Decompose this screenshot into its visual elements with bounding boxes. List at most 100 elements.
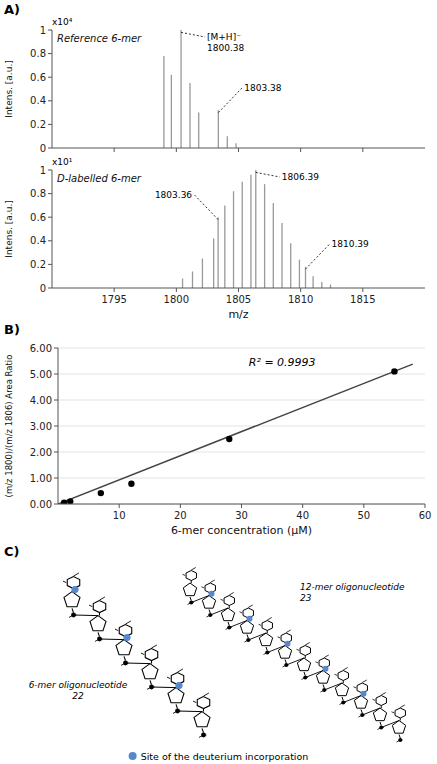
nucleotide (392, 705, 406, 742)
x-tick (302, 504, 303, 508)
bond (190, 597, 191, 601)
bond (167, 677, 170, 679)
y-tick-label: 0.8 (30, 48, 46, 59)
x-tick (362, 288, 363, 292)
grid-line (58, 426, 425, 427)
bond (264, 653, 268, 655)
data-point (61, 500, 67, 505)
y-tick-label: 0.6 (30, 72, 46, 83)
base-ring (145, 649, 157, 661)
x-tick (238, 148, 239, 152)
x-tick-label: 30 (235, 510, 248, 521)
y-tick (54, 426, 58, 427)
y-axis-label: (m/z 1800)/(m/z 1806) Area Ratio (4, 355, 14, 498)
bond (380, 722, 381, 726)
peak (235, 143, 236, 148)
bond (178, 711, 203, 713)
grid-line (58, 400, 425, 401)
peak (171, 75, 172, 148)
peak (233, 191, 234, 288)
bond (259, 624, 262, 625)
spectrum-title: Reference 6-mer (57, 33, 142, 44)
x-tick-label: 60 (419, 510, 432, 521)
bond (381, 721, 399, 728)
panel-label: A) (4, 2, 20, 17)
panel: 0.001.002.003.004.005.006.00102030405060… (4, 322, 431, 537)
peak (192, 271, 193, 288)
x-tick (241, 504, 242, 508)
x-tick-label: 10 (113, 510, 126, 521)
sugar-ring (168, 688, 184, 703)
bond (266, 647, 267, 651)
base-ring (93, 601, 105, 613)
y-tick (54, 504, 58, 505)
y-tick (48, 264, 52, 265)
bond (324, 683, 342, 690)
bond (202, 587, 205, 588)
bond (361, 710, 362, 714)
peak (224, 205, 225, 288)
sugar-ring (142, 664, 158, 679)
x-axis-label: m/z (228, 308, 248, 321)
base-ring (197, 697, 209, 709)
nucleotide (316, 655, 330, 692)
bond (98, 632, 100, 636)
y-tick (48, 170, 52, 171)
peak (250, 175, 251, 288)
bond (359, 715, 363, 717)
peak (299, 260, 300, 288)
y-tick (48, 217, 52, 218)
peak (290, 243, 291, 288)
bond (210, 608, 228, 615)
y-tick (48, 53, 52, 54)
sugar-ring (90, 616, 106, 631)
bond (362, 708, 380, 715)
y-tick (48, 148, 52, 149)
y-tick (54, 478, 58, 479)
bond (193, 701, 196, 703)
bond (115, 629, 118, 631)
deuterium-site (123, 634, 130, 641)
bond (392, 712, 395, 713)
nucleotide (354, 680, 368, 717)
bond (207, 615, 211, 617)
x-tick-label: 50 (357, 510, 370, 521)
y-tick-label: 0 (40, 143, 46, 154)
annotation-leader (218, 88, 242, 113)
bond (305, 656, 306, 659)
bond (221, 599, 224, 600)
fit-line (58, 364, 413, 504)
bond (199, 735, 204, 737)
x-tick-label: 1805 (226, 294, 251, 305)
bond (72, 608, 74, 612)
chain-label: 12-mer oligonucleotide23 (300, 582, 405, 603)
bond (305, 671, 323, 678)
y-tick-label: 0 (40, 283, 46, 294)
bond (373, 699, 376, 700)
annotation: 1803.38 (244, 83, 281, 93)
grid-line (58, 348, 425, 349)
x-tick-label: 20 (174, 510, 187, 521)
nucleotide (193, 693, 210, 737)
bond (267, 646, 285, 653)
bond (316, 662, 319, 663)
sugar-ring (194, 712, 210, 727)
bond (400, 705, 405, 708)
y-tick-label: 0.4 (30, 235, 46, 246)
y-tick (48, 30, 52, 31)
scale-note: x10¹ (52, 157, 73, 167)
deuterium-site (71, 586, 78, 593)
data-point (391, 368, 397, 374)
bond (63, 581, 66, 583)
bond (335, 674, 338, 675)
bond (400, 740, 403, 741)
bond (381, 693, 386, 696)
annotation-leader (194, 195, 218, 220)
bond (95, 639, 100, 641)
grid-line (58, 478, 425, 479)
bond (209, 610, 210, 614)
peak (163, 56, 164, 148)
bond (69, 615, 74, 617)
bond (340, 703, 344, 705)
bond (354, 687, 357, 688)
